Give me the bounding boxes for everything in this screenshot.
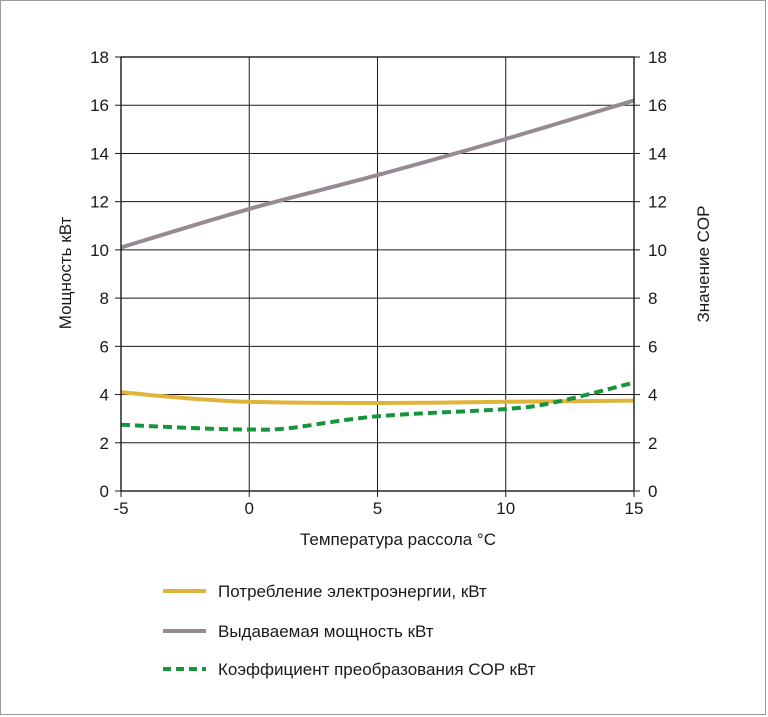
y2-tick-label: 14	[648, 144, 667, 163]
x-tick-label: -5	[113, 499, 128, 518]
y-tick-label: 6	[100, 337, 109, 356]
y-tick-label: 12	[90, 193, 109, 212]
y-tick-label: 16	[90, 96, 109, 115]
series-line-output-power	[120, 98, 635, 250]
y2-tick-label: 4	[648, 386, 657, 405]
y-tick-label: 10	[90, 241, 109, 260]
y2-axis-title: Значение COP	[694, 206, 713, 323]
y-tick-label: 14	[90, 144, 109, 163]
legend-label-output-power: Выдаваемая мощность кВт	[218, 622, 434, 641]
y2-tick-label: 6	[648, 337, 657, 356]
y2-tick-label: 10	[648, 241, 667, 260]
y2-tick-label: 8	[648, 289, 657, 308]
legend-label-power-consumption: Потребление электроэнергии, кВт	[218, 582, 487, 601]
y2-tick-label: 0	[648, 482, 657, 501]
y-tick-label: 4	[100, 386, 109, 405]
series-line-cop	[120, 380, 635, 432]
y2-tick-label: 2	[648, 434, 657, 453]
series-line-power-consumption	[120, 390, 635, 405]
x-tick-label: 15	[625, 499, 644, 518]
x-axis-title: Температура рассола °C	[300, 530, 496, 549]
y-axis-title: Мощность кВт	[56, 217, 75, 330]
grid	[121, 57, 634, 491]
series-layer	[120, 98, 635, 432]
y2-tick-label: 16	[648, 96, 667, 115]
x-tick-label: 0	[245, 499, 254, 518]
legend-label-cop: Коэффициент преобразования COP кВт	[218, 660, 536, 679]
y-tick-label: 0	[100, 482, 109, 501]
y2-tick-label: 12	[648, 193, 667, 212]
y-tick-label: 8	[100, 289, 109, 308]
y-tick-label: 18	[90, 48, 109, 67]
y2-tick-label: 18	[648, 48, 667, 67]
x-tick-label: 5	[373, 499, 382, 518]
y-tick-label: 2	[100, 434, 109, 453]
x-tick-label: 10	[496, 499, 515, 518]
legend: Потребление электроэнергии, кВт Выдаваем…	[163, 582, 536, 679]
